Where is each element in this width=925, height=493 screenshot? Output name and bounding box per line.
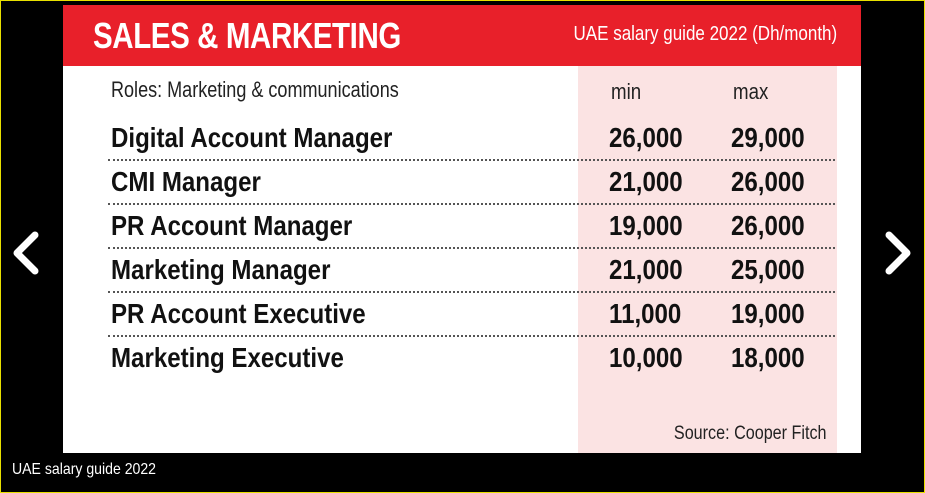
table-row: Marketing Manager 21,000 25,000 [63, 249, 861, 293]
source-credit: Source: Cooper Fitch [674, 423, 827, 444]
table-row: CMI Manager 21,000 26,000 [63, 161, 861, 205]
salary-rows: Digital Account Manager 26,000 29,000 CM… [63, 117, 861, 381]
salary-min: 21,000 [609, 254, 683, 285]
column-header-min: min [611, 79, 642, 104]
salary-max: 19,000 [731, 298, 805, 329]
salary-table-image: SALES & MARKETING UAE salary guide 2022 … [63, 5, 861, 453]
role-name: CMI Manager [111, 166, 261, 197]
previous-slide-button[interactable] [7, 229, 47, 277]
image-caption: UAE salary guide 2022 [12, 461, 157, 478]
chevron-left-icon [13, 231, 39, 275]
role-name: PR Account Executive [111, 298, 366, 329]
table-title: SALES & MARKETING [93, 15, 401, 56]
table-subtitle: UAE salary guide 2022 (Dh/month) [573, 23, 837, 45]
salary-columns-highlight [578, 66, 837, 453]
salary-max: 29,000 [731, 122, 805, 153]
salary-max: 25,000 [731, 254, 805, 285]
table-row: PR Account Manager 19,000 26,000 [63, 205, 861, 249]
table-header-band: SALES & MARKETING UAE salary guide 2022 … [63, 5, 861, 66]
salary-min: 26,000 [609, 122, 683, 153]
role-name: Digital Account Manager [111, 122, 393, 153]
salary-max: 26,000 [731, 210, 805, 241]
column-header-roles: Roles: Marketing & communications [111, 77, 399, 102]
salary-min: 10,000 [609, 342, 683, 373]
role-name: PR Account Manager [111, 210, 353, 241]
table-row: PR Account Executive 11,000 19,000 [63, 293, 861, 337]
table-row: Digital Account Manager 26,000 29,000 [63, 117, 861, 161]
salary-max: 26,000 [731, 166, 805, 197]
salary-min: 11,000 [609, 298, 682, 329]
chevron-right-icon [885, 231, 911, 275]
role-name: Marketing Executive [111, 342, 344, 373]
role-name: Marketing Manager [111, 254, 331, 285]
table-row: Marketing Executive 10,000 18,000 [63, 337, 861, 381]
salary-max: 18,000 [731, 342, 805, 373]
salary-min: 21,000 [609, 166, 683, 197]
column-header-max: max [733, 79, 769, 104]
next-slide-button[interactable] [877, 229, 917, 277]
salary-min: 19,000 [609, 210, 683, 241]
